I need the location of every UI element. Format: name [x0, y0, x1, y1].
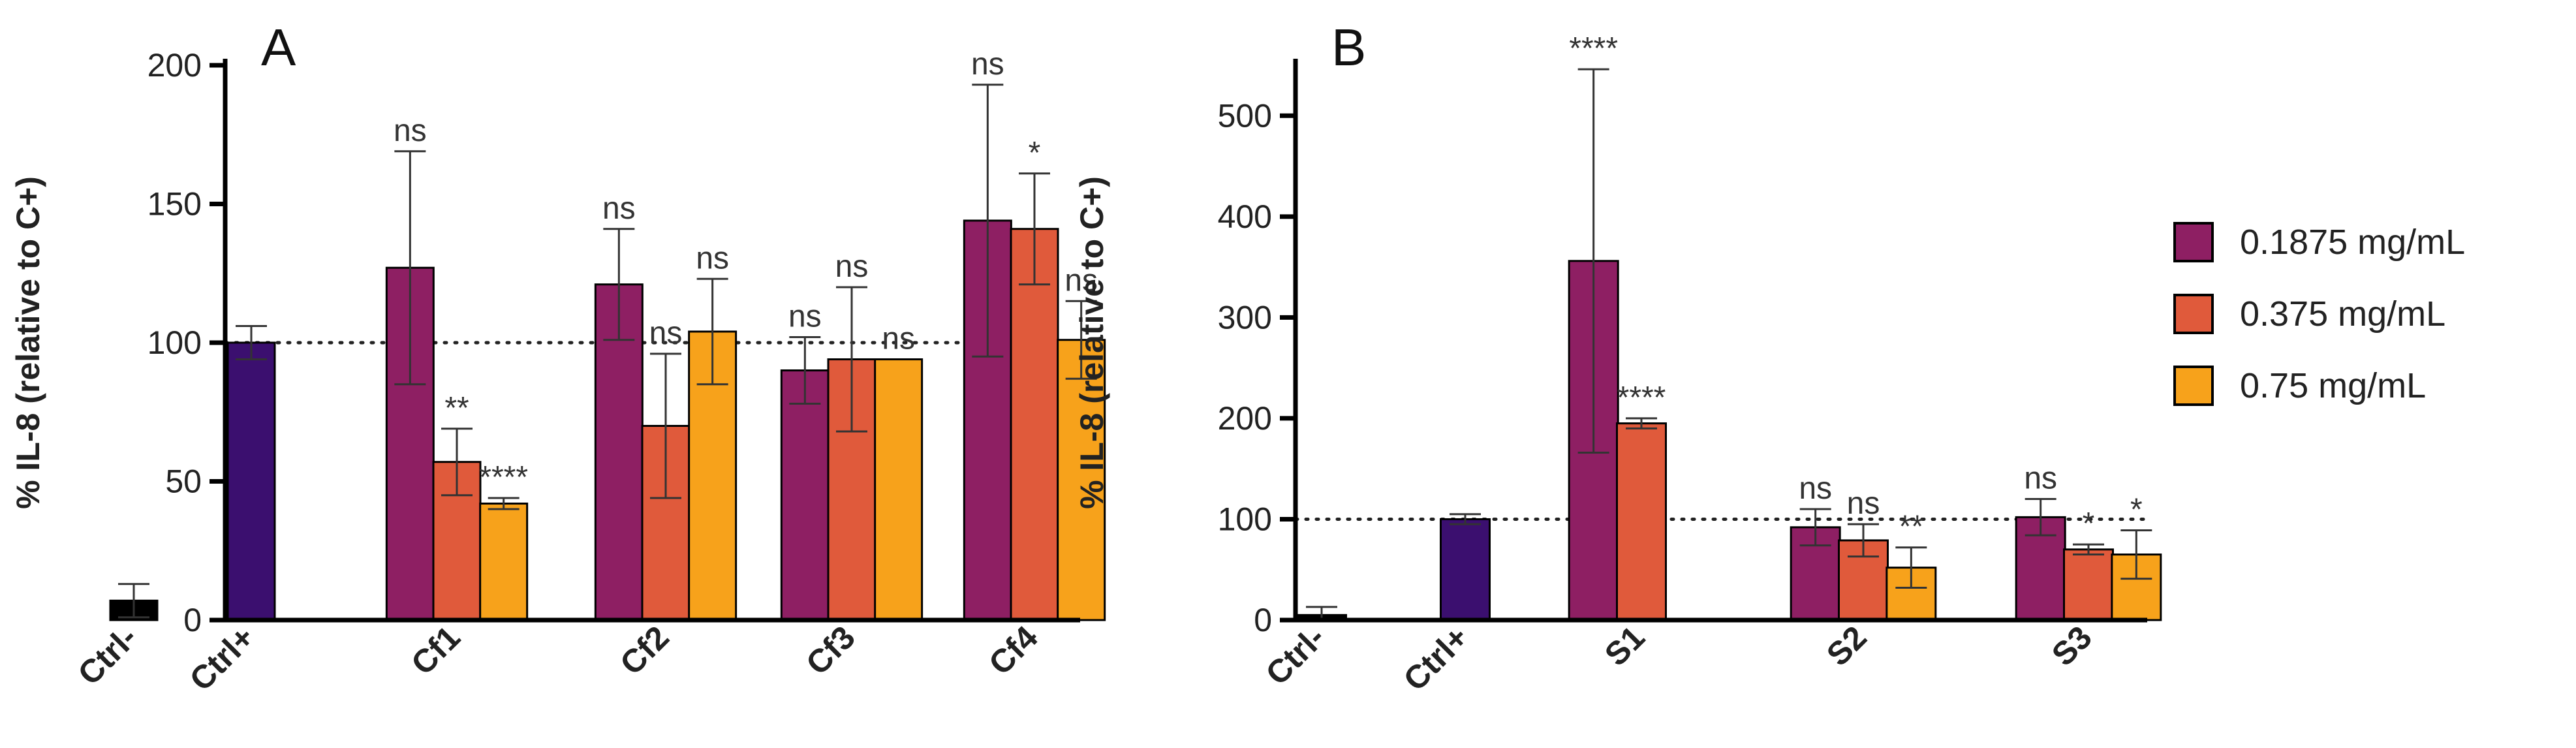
bar — [780, 369, 830, 621]
significance-label: ns — [835, 249, 869, 284]
legend-item: 0.75 mg/mL — [2173, 366, 2465, 406]
legend-item: 0.375 mg/mL — [2173, 294, 2465, 334]
x-tick-label: Cf2 — [613, 619, 676, 682]
legend: 0.1875 mg/mL 0.375 mg/mL 0.75 mg/mL — [2173, 222, 2465, 437]
significance-label: ** — [444, 391, 469, 426]
significance-label: ns — [2024, 461, 2057, 496]
y-axis-label: % IL-8 (relative to C+) — [1074, 176, 1110, 509]
x-tick-label: Cf1 — [404, 619, 467, 682]
significance-label: ns — [1799, 471, 1832, 506]
legend-label: 0.75 mg/mL — [2240, 366, 2427, 405]
y-tick-label: 200 — [147, 47, 202, 84]
significance-label: **** — [1617, 381, 1666, 415]
y-tick-label: 50 — [165, 463, 202, 500]
y-tick-label: 300 — [1218, 299, 1272, 335]
y-tick-label: 100 — [147, 324, 202, 361]
significance-label: ns — [1064, 263, 1098, 298]
significance-label: ns — [788, 300, 822, 334]
bar — [1440, 518, 1491, 621]
significance-label: **** — [1569, 31, 1618, 66]
x-tick-label: Ctrl+ — [1397, 619, 1476, 698]
bar — [874, 358, 923, 621]
significance-label: * — [2130, 492, 2143, 527]
significance-label: ns — [602, 191, 636, 226]
bar — [1010, 228, 1059, 621]
panel-label: B — [1331, 18, 1366, 76]
significance-label: ns — [649, 316, 683, 351]
significance-label: ns — [882, 322, 915, 356]
x-tick-label: S2 — [1820, 619, 1874, 673]
bar — [2063, 548, 2114, 621]
panel-label: A — [261, 18, 296, 76]
legend-item: 0.1875 mg/mL — [2173, 222, 2465, 262]
significance-label: ns — [696, 241, 729, 275]
significance-label: ns — [1847, 486, 1880, 521]
x-tick-label: Ctrl- — [71, 619, 144, 692]
y-tick-label: 500 — [1218, 97, 1272, 134]
bar — [226, 341, 276, 621]
significance-label: * — [1029, 136, 1041, 170]
y-tick-label: 200 — [1218, 400, 1272, 437]
x-tick-label: S3 — [2045, 619, 2099, 673]
x-tick-label: S1 — [1598, 619, 1652, 673]
legend-swatch — [2173, 366, 2214, 406]
significance-label: ns — [394, 114, 427, 148]
legend-swatch — [2173, 294, 2214, 334]
y-tick-label: 400 — [1218, 198, 1272, 235]
y-tick-label: 150 — [147, 186, 202, 223]
y-axis-label: % IL-8 (relative to C+) — [10, 176, 46, 509]
significance-label: **** — [479, 460, 528, 495]
significance-label: ** — [1899, 510, 1923, 544]
x-tick-label: Cf4 — [982, 619, 1045, 682]
significance-label: * — [2083, 506, 2095, 541]
legend-label: 0.1875 mg/mL — [2240, 223, 2466, 262]
x-tick-label: Cf3 — [799, 619, 862, 682]
y-tick-label: 0 — [1254, 602, 1272, 638]
bar — [479, 503, 529, 621]
bar — [1616, 422, 1667, 621]
significance-label: ns — [971, 47, 1004, 82]
legend-label: 0.375 mg/mL — [2240, 294, 2446, 334]
y-tick-label: 100 — [1218, 501, 1272, 537]
bar — [1057, 339, 1106, 621]
legend-swatch — [2173, 222, 2214, 262]
y-tick-label: 0 — [183, 602, 202, 638]
